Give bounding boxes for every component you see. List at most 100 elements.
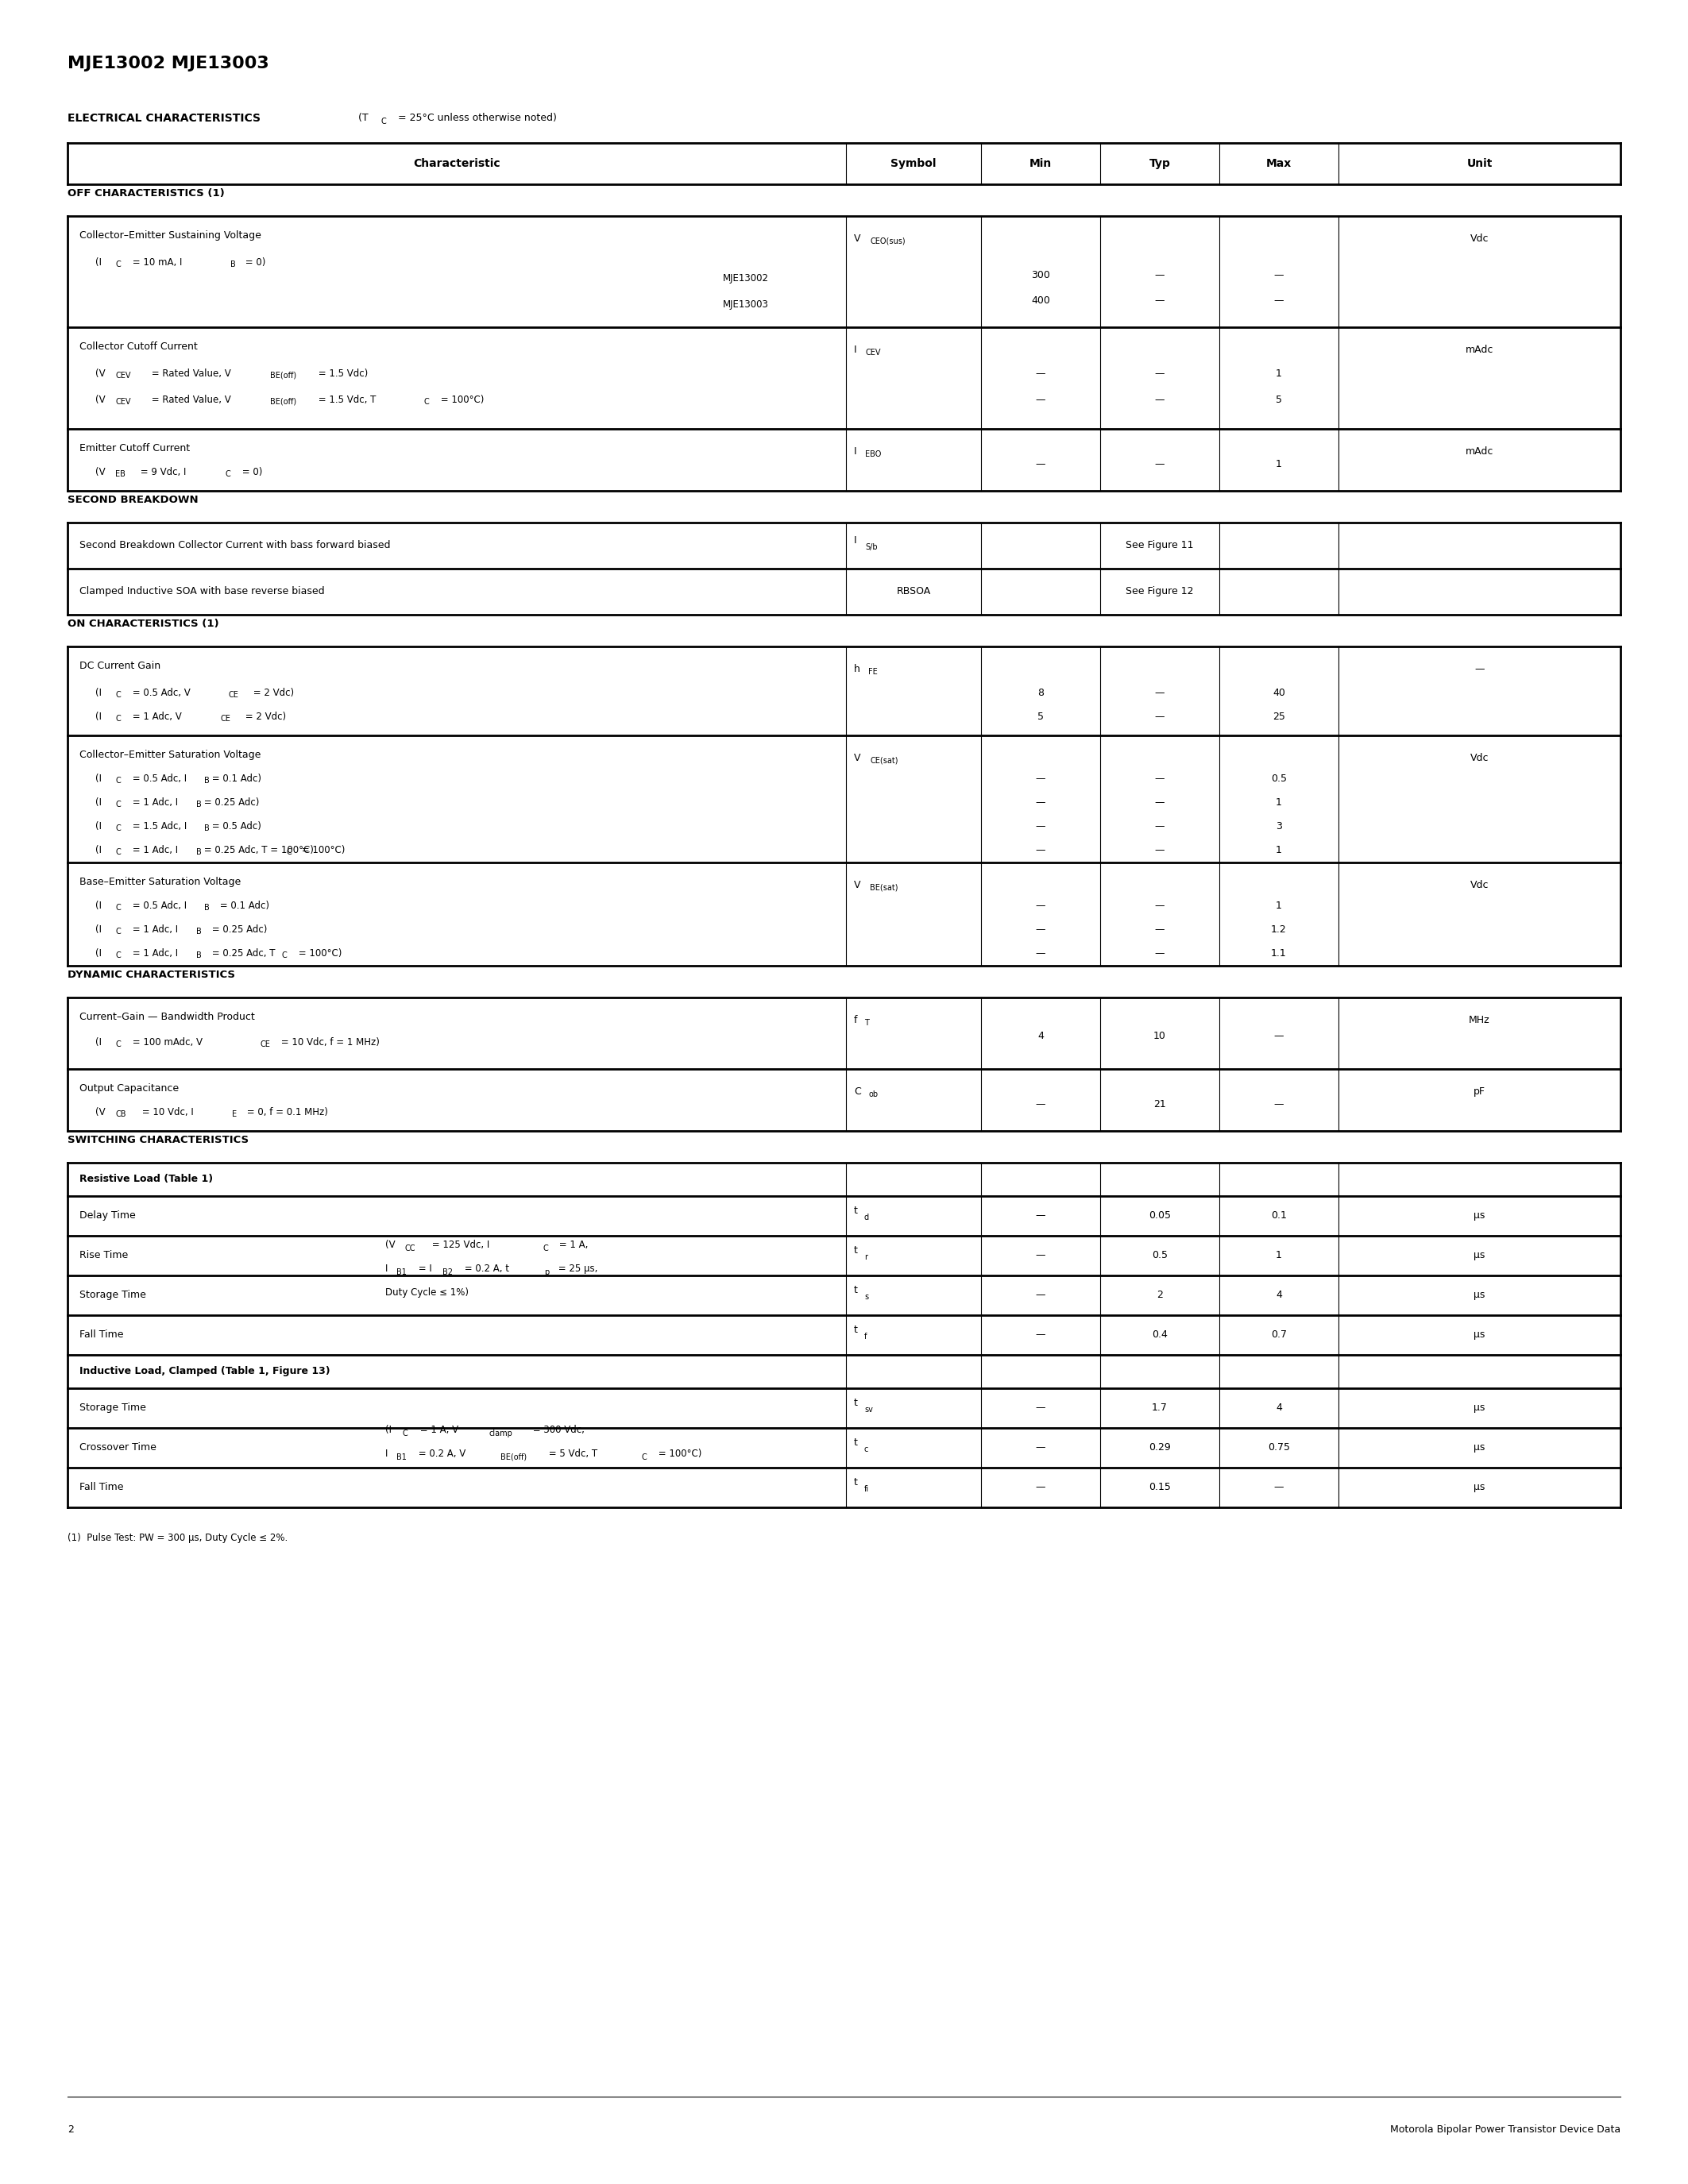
Text: I: I bbox=[385, 1448, 388, 1459]
Text: p: p bbox=[544, 1269, 549, 1275]
Text: = 10 mA, I: = 10 mA, I bbox=[130, 258, 182, 269]
Text: Output Capacitance: Output Capacitance bbox=[79, 1083, 179, 1094]
Text: Collector Cutoff Current: Collector Cutoff Current bbox=[79, 341, 197, 352]
Text: t: t bbox=[854, 1206, 858, 1216]
Text: BE(sat): BE(sat) bbox=[869, 885, 898, 891]
Text: CB: CB bbox=[115, 1109, 127, 1118]
Text: t: t bbox=[854, 1245, 858, 1256]
Text: 0.5: 0.5 bbox=[1151, 1251, 1168, 1260]
Text: See Figure 12: See Figure 12 bbox=[1126, 587, 1193, 596]
Text: —: — bbox=[1036, 797, 1045, 808]
Text: —: — bbox=[1155, 948, 1165, 959]
Text: B2: B2 bbox=[442, 1269, 452, 1275]
Text: CEV: CEV bbox=[864, 349, 881, 356]
Text: = 125 Vdc, I: = 125 Vdc, I bbox=[429, 1241, 490, 1251]
Text: CE: CE bbox=[228, 690, 238, 699]
Text: CE(sat): CE(sat) bbox=[869, 758, 898, 764]
Text: EB: EB bbox=[115, 470, 125, 478]
Text: —: — bbox=[1036, 1330, 1045, 1341]
Text: = 0.5 Adc, I: = 0.5 Adc, I bbox=[130, 773, 187, 784]
Text: = 100°C): = 100°C) bbox=[299, 845, 346, 856]
Text: B: B bbox=[196, 802, 203, 808]
Text: = 0): = 0) bbox=[243, 258, 265, 269]
Text: 1.7: 1.7 bbox=[1151, 1402, 1168, 1413]
Text: C: C bbox=[115, 778, 120, 784]
Text: 1: 1 bbox=[1276, 797, 1283, 808]
Text: MHz: MHz bbox=[1469, 1016, 1491, 1024]
Text: (I: (I bbox=[95, 797, 101, 808]
Text: Characteristic: Characteristic bbox=[414, 157, 500, 168]
Text: = 0.25 Adc, T = 100°C): = 0.25 Adc, T = 100°C) bbox=[201, 845, 314, 856]
Text: mAdc: mAdc bbox=[1465, 345, 1494, 356]
Text: B: B bbox=[204, 823, 209, 832]
Text: —: — bbox=[1036, 845, 1045, 856]
Text: μs: μs bbox=[1474, 1402, 1485, 1413]
Text: Min: Min bbox=[1030, 157, 1052, 168]
Text: Inductive Load, Clamped (Table 1, Figure 13): Inductive Load, Clamped (Table 1, Figure… bbox=[79, 1367, 331, 1376]
Text: (I: (I bbox=[95, 688, 101, 699]
Text: 0.4: 0.4 bbox=[1151, 1330, 1168, 1341]
Text: 3: 3 bbox=[1276, 821, 1283, 832]
Text: —: — bbox=[1155, 459, 1165, 470]
Text: MJE13002: MJE13002 bbox=[722, 273, 770, 284]
Text: (V: (V bbox=[95, 1107, 105, 1118]
Text: —: — bbox=[1155, 900, 1165, 911]
Text: Second Breakdown Collector Current with bass forward biased: Second Breakdown Collector Current with … bbox=[79, 539, 390, 550]
Text: = 0.25 Adc): = 0.25 Adc) bbox=[209, 924, 267, 935]
Text: —: — bbox=[1155, 688, 1165, 699]
Text: C: C bbox=[424, 397, 429, 406]
Text: (I: (I bbox=[95, 821, 101, 832]
Text: = 1 Adc, I: = 1 Adc, I bbox=[130, 924, 177, 935]
Text: CEO(sus): CEO(sus) bbox=[869, 238, 905, 245]
Text: μs: μs bbox=[1474, 1291, 1485, 1299]
Text: BE(off): BE(off) bbox=[270, 397, 297, 406]
Text: = 300 Vdc,: = 300 Vdc, bbox=[530, 1426, 584, 1435]
Text: μs: μs bbox=[1474, 1210, 1485, 1221]
Text: C: C bbox=[403, 1431, 408, 1437]
Text: 0.05: 0.05 bbox=[1148, 1210, 1171, 1221]
Text: 1: 1 bbox=[1276, 459, 1283, 470]
Text: (T: (T bbox=[354, 114, 368, 122]
Text: 400: 400 bbox=[1031, 295, 1050, 306]
Text: C: C bbox=[115, 904, 120, 911]
Text: V: V bbox=[854, 234, 861, 245]
Text: C: C bbox=[282, 952, 287, 959]
Text: μs: μs bbox=[1474, 1330, 1485, 1341]
Text: C: C bbox=[115, 952, 120, 959]
Text: ELECTRICAL CHARACTERISTICS: ELECTRICAL CHARACTERISTICS bbox=[68, 114, 260, 124]
Text: = 1.5 Adc, I: = 1.5 Adc, I bbox=[130, 821, 187, 832]
Text: MJE13002 MJE13003: MJE13002 MJE13003 bbox=[68, 55, 268, 72]
Text: 1: 1 bbox=[1276, 900, 1283, 911]
Text: = 1 Adc, I: = 1 Adc, I bbox=[130, 948, 177, 959]
Text: = 0.2 A, t: = 0.2 A, t bbox=[461, 1265, 510, 1273]
Text: (V: (V bbox=[385, 1241, 395, 1251]
Text: 2: 2 bbox=[68, 2125, 74, 2134]
Text: —: — bbox=[1155, 773, 1165, 784]
Text: = 0.2 A, V: = 0.2 A, V bbox=[415, 1448, 466, 1459]
Text: μs: μs bbox=[1474, 1444, 1485, 1452]
Text: (I: (I bbox=[95, 712, 101, 723]
Text: Base–Emitter Saturation Voltage: Base–Emitter Saturation Voltage bbox=[79, 876, 241, 887]
Text: —: — bbox=[1036, 1210, 1045, 1221]
Text: = 1 Adc, V: = 1 Adc, V bbox=[130, 712, 182, 723]
Text: 8: 8 bbox=[1038, 688, 1043, 699]
Text: Delay Time: Delay Time bbox=[79, 1210, 135, 1221]
Text: 1.1: 1.1 bbox=[1271, 948, 1286, 959]
Text: (I: (I bbox=[95, 258, 101, 269]
Text: B: B bbox=[230, 260, 236, 269]
Text: 0.29: 0.29 bbox=[1150, 1444, 1171, 1452]
Text: Current–Gain — Bandwidth Product: Current–Gain — Bandwidth Product bbox=[79, 1011, 255, 1022]
Text: t: t bbox=[854, 1286, 858, 1295]
Text: = 0.5 Adc, I: = 0.5 Adc, I bbox=[130, 900, 187, 911]
Text: —: — bbox=[1274, 1099, 1285, 1109]
Text: Emitter Cutoff Current: Emitter Cutoff Current bbox=[79, 443, 191, 454]
Text: = 2 Vdc): = 2 Vdc) bbox=[243, 712, 287, 723]
Text: —: — bbox=[1036, 900, 1045, 911]
Text: Motorola Bipolar Power Transistor Device Data: Motorola Bipolar Power Transistor Device… bbox=[1389, 2125, 1620, 2134]
Text: Collector–Emitter Saturation Voltage: Collector–Emitter Saturation Voltage bbox=[79, 749, 262, 760]
Text: 4: 4 bbox=[1276, 1291, 1283, 1299]
Text: MJE13003: MJE13003 bbox=[722, 299, 768, 310]
Text: CE: CE bbox=[260, 1040, 270, 1048]
Text: —: — bbox=[1155, 295, 1165, 306]
Text: Storage Time: Storage Time bbox=[79, 1291, 147, 1299]
